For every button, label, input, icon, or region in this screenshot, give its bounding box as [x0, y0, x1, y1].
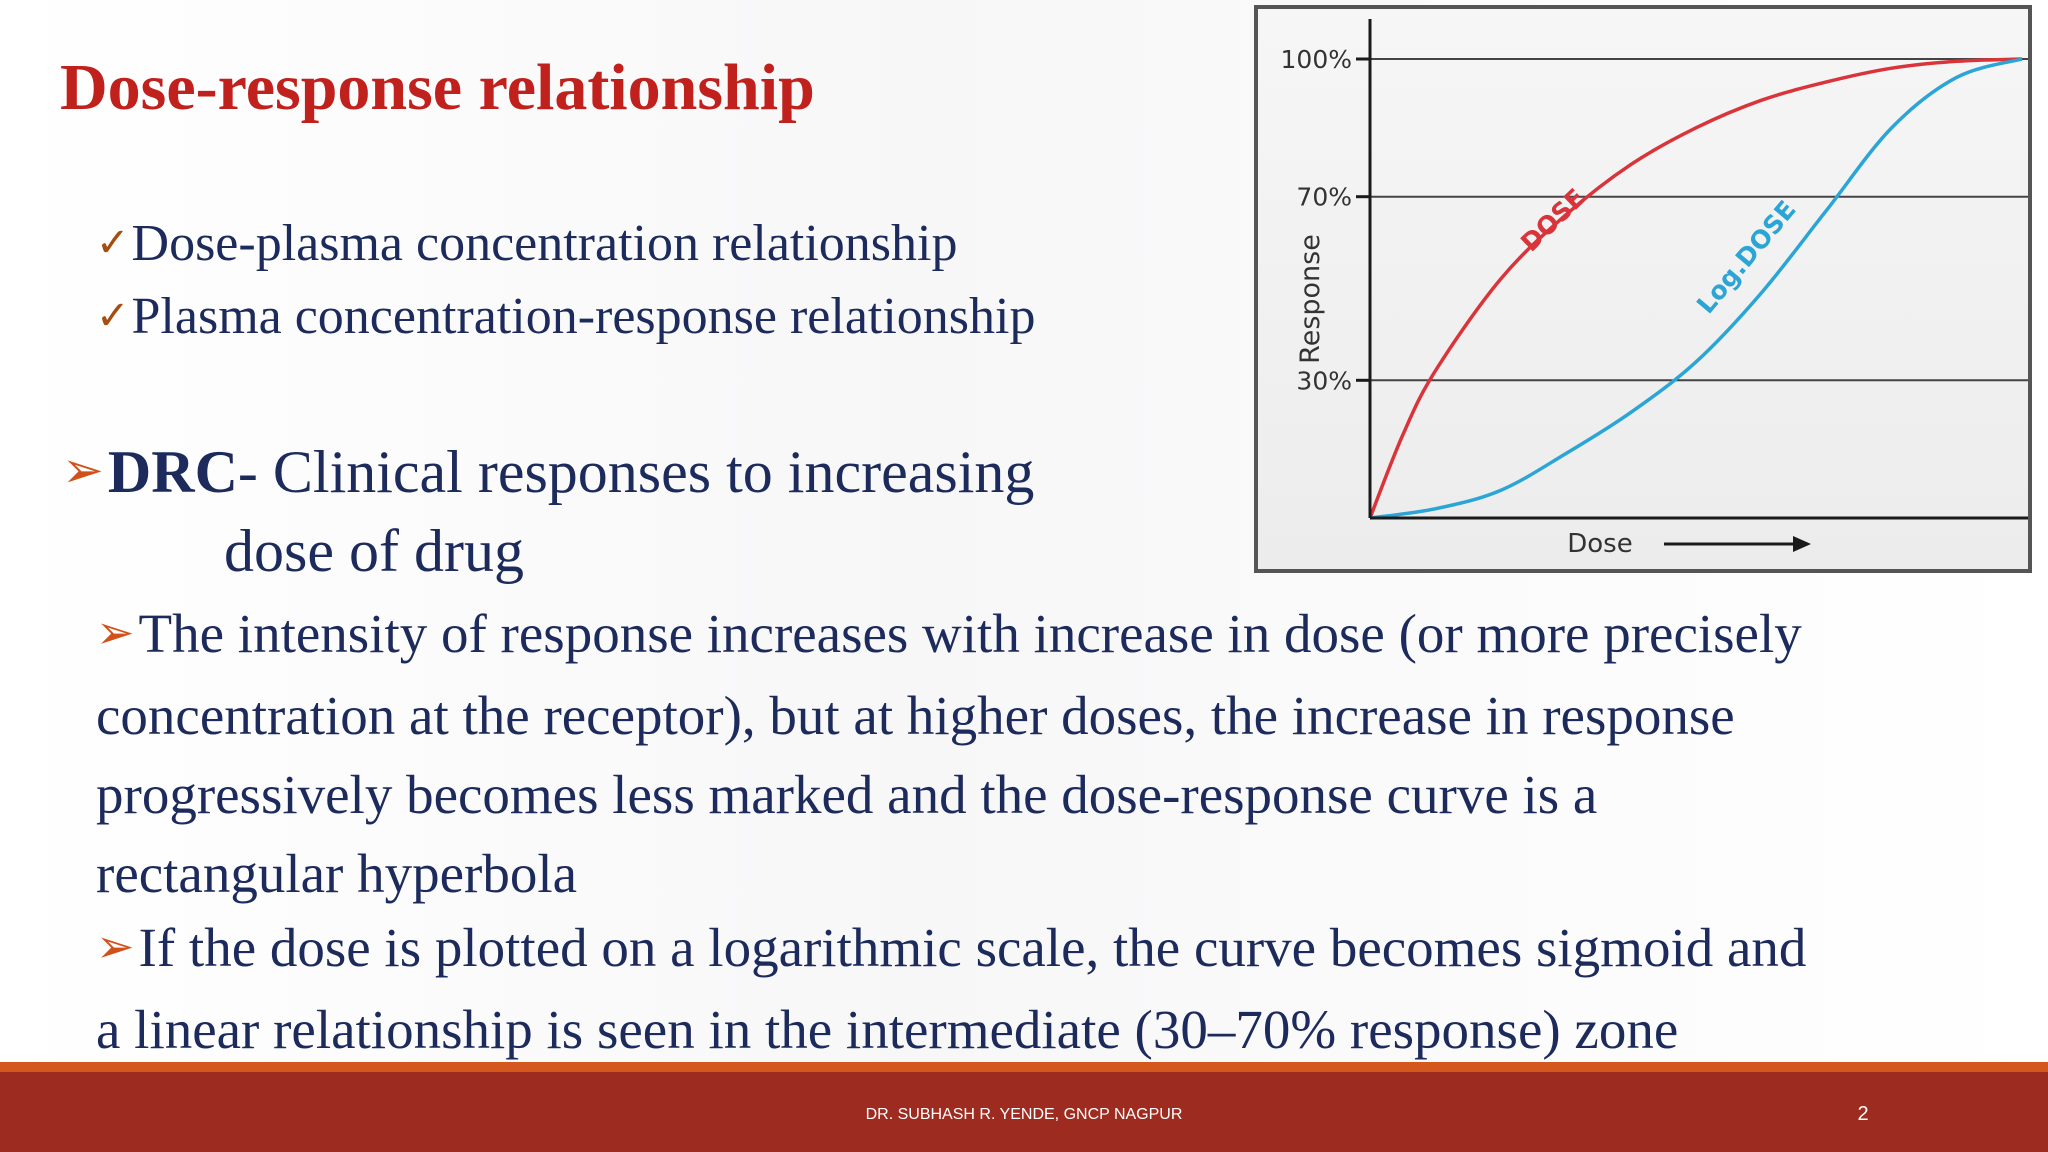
dose-response-chart: 100% 70% 30% Response Dose DOSE Log.DOSE — [1254, 5, 2032, 573]
y-axis-label: Response — [1295, 234, 1326, 364]
arrow-right-icon — [1793, 536, 1811, 552]
check-item-plasma-response: ✓Plasma concentration-response relations… — [96, 287, 1035, 346]
grid-layer — [1370, 58, 2028, 382]
drc-term: DRC — [107, 439, 238, 505]
footer-bar — [0, 1072, 2048, 1152]
arrow-bullet-icon: ➢ — [96, 605, 135, 659]
series-layer — [1368, 57, 2023, 520]
y-tick-label: 100% — [1281, 45, 1352, 74]
x-axis-label: Dose — [1567, 529, 1632, 559]
drc-continuation: dose of drug — [224, 518, 524, 584]
chart-background — [1258, 9, 2028, 569]
check-item-text: Plasma concentration-response relationsh… — [131, 288, 1036, 345]
paragraph-line: rectangular hyperbola — [96, 843, 578, 904]
checkmark-icon: ✓ — [96, 220, 130, 266]
footer-author: DR. SUBHASH R. YENDE, GNCP NAGPUR — [865, 1106, 1183, 1123]
paragraph-line: ➢If the dose is plotted on a logarithmic… — [96, 917, 1807, 978]
arrow-bullet-icon: ➢ — [96, 919, 135, 973]
checkmark-icon: ✓ — [96, 293, 130, 339]
y-tick-label: 70% — [1296, 183, 1352, 212]
paragraph-logarithmic: ➢If the dose is plotted on a logarithmic… — [96, 908, 1996, 1069]
arrow-bullet-icon: ➢ — [62, 441, 104, 499]
paragraph-intensity: ➢The intensity of response increases wit… — [96, 594, 1996, 913]
paragraph-line: ➢The intensity of response increases wit… — [96, 603, 1802, 664]
chart-svg: 100%70%30% Response Dose DOSE Log.DOSE — [1258, 9, 2028, 569]
slide-title: Dose-response relationship — [60, 51, 815, 124]
check-item-dose-plasma: ✓Dose-plasma concentration relationship — [96, 214, 957, 273]
footer-accent-stripe — [0, 1062, 2048, 1072]
paragraph-line: a linear relationship is seen in the int… — [96, 999, 1679, 1060]
paragraph-line: concentration at the receptor), but at h… — [96, 685, 1735, 746]
drc-text: - Clinical responses to increasing — [237, 439, 1035, 505]
drc-bullet: ➢DRC- Clinical responses to increasing — [62, 438, 1034, 507]
y-tick-label: 30% — [1296, 366, 1352, 395]
page-number: 2 — [1857, 1103, 1869, 1125]
series-line-dose — [1368, 57, 2023, 519]
tick-layer: 100% 70% 30% — [1281, 45, 1370, 395]
paragraph-line: progressively becomes less marked and th… — [96, 764, 1598, 825]
series-line-log-dose — [1369, 57, 2023, 520]
check-item-text: Dose-plasma concentration relationship — [131, 215, 958, 272]
